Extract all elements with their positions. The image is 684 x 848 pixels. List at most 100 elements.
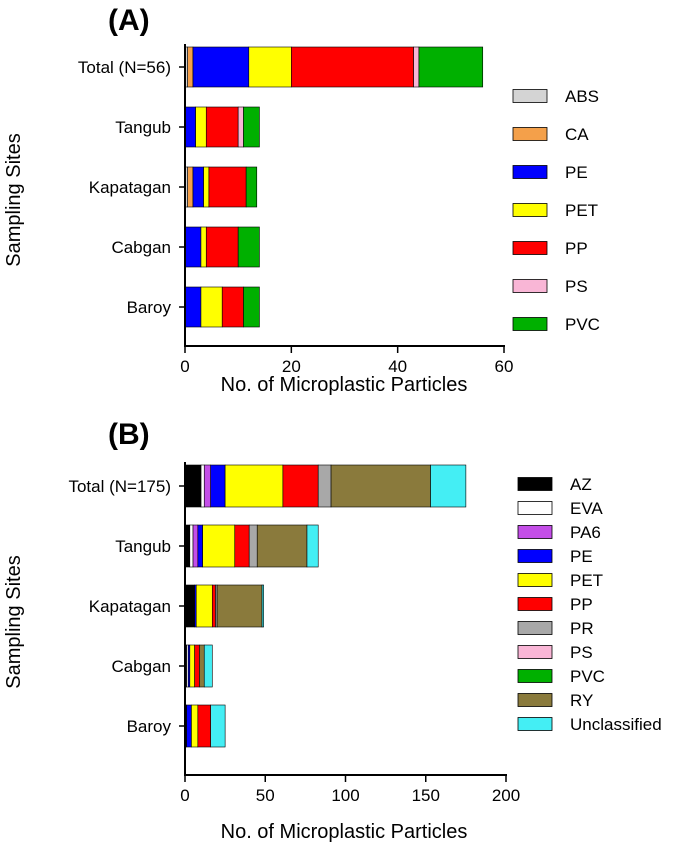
panel-a: (A) Sampling Sites No. of Microplastic P… [3,4,600,396]
panel-b-legend-label-pet: PET [570,571,603,590]
panel-b-bar-unclassified-tangub [306,524,319,568]
panel-b-legend-swatch-ps [517,645,553,659]
panel-a-x-tick-label: 0 [180,357,189,376]
panel-b-bar-az-kapatagan [184,584,195,628]
panel-a-bar-pvc-cabgan [237,226,260,268]
panel-a-bar-pe-baroy [184,286,202,328]
panel-a-legend-label-pp: PP [565,239,588,258]
panel-b-x-axis-title: No. of Microplastic Particles [221,821,468,843]
panel-a-legend-swatch-pvc [512,317,548,331]
panel-a-legend-label-pet: PET [565,201,598,220]
panel-a-legend-label-abs: ABS [565,87,599,106]
panel-a-bar-pp-total-n-56 [291,46,414,88]
panel-b-bar-pet-cabgan [189,644,195,688]
panel-a-bars [184,46,484,328]
panel-b-legend-swatch-pet [517,573,553,587]
panel-a-legend-label-pe: PE [565,163,588,182]
panel-b-legend-label-pe: PE [570,547,593,566]
panel-b-bar-pp-tangub [234,524,250,568]
panel-b-x-tick-label: 0 [180,786,189,805]
panel-b: (B) Sampling Sites No. of Microplastic P… [3,418,662,843]
panel-b-bar-ry-tangub [256,524,308,568]
panel-b-legend-label-ps: PS [570,643,593,662]
panel-b-x-tick-label: 100 [331,786,359,805]
panel-b-bar-pet-kapatagan [195,584,213,628]
panel-a-bar-pp-baroy [221,286,244,328]
panel-b-bar-ry-total-n-175 [330,464,431,508]
panel-b-bar-pp-baroy [197,704,211,748]
panel-a-bar-pet-kapatagan [203,166,210,208]
panel-b-legend-swatch-pp [517,597,553,611]
panel-b-legend-label-pa6: PA6 [570,523,601,542]
panel-a-x-tick-label: 20 [282,357,301,376]
panel-a-bar-ps-tangub [237,106,244,148]
panel-a-bar-pe-cabgan [184,226,202,268]
panel-a-bar-ca-total-n-56 [187,46,194,88]
panel-a-category-label: Tangub [115,118,171,137]
panel-b-bar-pet-total-n-175 [224,464,284,508]
panel-b-bar-unclassified-cabgan [203,644,213,688]
panel-a-axes: Total (N=56) Tangub Kapatagan Cabgan Baroy 0 2… [78,44,514,376]
panel-b-bar-pp-kapatagan [211,584,216,628]
panel-a-bar-ps-total-n-56 [413,46,420,88]
panel-a-legend-swatch-pe [512,165,548,179]
panel-b-category-label: Baroy [127,717,172,736]
panel-b-legend-swatch-eva [517,501,553,515]
panel-a-bar-pe-total-n-56 [192,46,250,88]
panel-a-bar-pp-tangub [205,106,239,148]
panel-b-legend: AZ EVA PA6 PE PET PP PR PS PVC RY Unclassified [517,475,662,734]
panel-b-category-label: Tangub [115,537,171,556]
panel-a-bar-pvc-total-n-56 [418,46,484,88]
panel-a-legend-label-ca: CA [565,125,589,144]
panel-a-bar-pp-cabgan [205,226,239,268]
panel-b-legend-swatch-az [517,477,553,491]
panel-b-x-tick-label: 50 [256,786,275,805]
panel-b-bar-unclassified-kapatagan [261,584,264,628]
panel-a-bar-ca-kapatagan [187,166,194,208]
panel-b-legend-label-az: AZ [570,475,592,494]
panel-b-bar-unclassified-total-n-175 [430,464,467,508]
panel-b-bar-pe-total-n-175 [210,464,226,508]
panel-b-bars [184,464,467,748]
panel-a-legend-swatch-pet [512,203,548,217]
panel-b-legend-label-unclassified: Unclassified [570,715,662,734]
panel-a-bar-pp-kapatagan [208,166,247,208]
panel-a-bar-pe-kapatagan [192,166,204,208]
panel-a-legend-swatch-ps [512,279,548,293]
panel-b-bar-pr-total-n-175 [317,464,332,508]
panel-a-legend: ABS CA PE PET PP PS PVC [512,87,600,334]
panel-b-legend-label-ry: RY [570,691,593,710]
panel-b-bar-pe-tangub [197,524,203,568]
panel-b-category-label: Kapatagan [89,597,171,616]
panel-a-y-axis-title: Sampling Sites [3,133,25,266]
panel-b-x-tick-label: 150 [412,786,440,805]
panel-b-bar-pa6-tangub [192,524,199,568]
panel-a-legend-label-ps: PS [565,277,588,296]
panel-b-bar-pet-tangub [202,524,236,568]
panel-a-bar-pvc-tangub [243,106,260,148]
panel-b-label: (B) [108,418,150,451]
panel-b-legend-label-pr: PR [570,619,594,638]
panel-b-bar-pa6-total-n-175 [203,464,211,508]
panel-a-category-label: Baroy [127,298,172,317]
panel-a-bar-pet-tangub [195,106,207,148]
panel-a-x-axis-title: No. of Microplastic Particles [221,374,468,396]
panel-a-bar-pvc-baroy [243,286,260,328]
panel-a-legend-label-pvc: PVC [565,315,600,334]
panel-a-bar-pet-cabgan [200,226,207,268]
panel-b-bar-pr-tangub [248,524,258,568]
panel-a-x-tick-label: 40 [388,357,407,376]
panel-a-legend-swatch-ca [512,127,548,141]
panel-a-x-tick-label: 60 [495,357,514,376]
panel-a-category-label: Cabgan [111,238,171,257]
panel-a-category-label: Total (N=56) [78,58,171,77]
panel-a-bar-pvc-kapatagan [245,166,258,208]
panel-b-bar-ry-cabgan [199,644,205,688]
panel-b-legend-swatch-pr [517,621,553,635]
panel-b-legend-swatch-pvc [517,669,553,683]
panel-a-bar-pet-total-n-56 [248,46,292,88]
panel-b-bar-ry-kapatagan [216,584,263,628]
panel-b-legend-swatch-pa6 [517,525,553,539]
panel-b-legend-label-pvc: PVC [570,667,605,686]
